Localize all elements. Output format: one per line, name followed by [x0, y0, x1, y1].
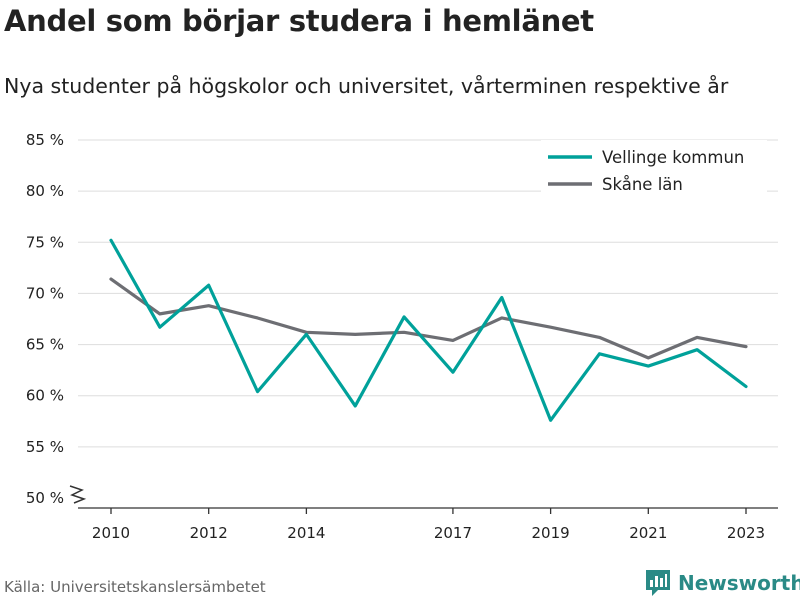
x-tick-label-2021: 2021: [629, 524, 667, 542]
brand-name: Newsworthy: [678, 571, 800, 595]
x-tick-label-2017: 2017: [434, 524, 472, 542]
x-tick-label-2014: 2014: [287, 524, 325, 542]
y-tick-label-75: 75 %: [26, 233, 64, 251]
series-line-0: [109, 238, 748, 422]
series-lines: [109, 238, 748, 422]
source-note: Källa: Universitetskanslersämbetet: [4, 578, 266, 596]
x-tick-label-2019: 2019: [532, 524, 570, 542]
y-tick-label-60: 60 %: [26, 387, 64, 405]
x-tick-label-2023: 2023: [727, 524, 765, 542]
newsworthy-logo-icon: [646, 570, 670, 596]
x-tick-label-2012: 2012: [190, 524, 228, 542]
brand-logo: Newsworthy: [644, 568, 800, 598]
legend-label-0: Vellinge kommun: [602, 148, 744, 167]
y-tick-label-80: 80 %: [26, 182, 64, 200]
chart-title: Andel som börjar studera i hemlänet: [4, 4, 594, 38]
y-axis: 50 % 55 % 60 % 65 % 70 % 75 % 80 % 85 %: [26, 131, 778, 509]
chart-subtitle: Nya studenter på högskolor och universit…: [4, 74, 729, 98]
x-tick-label-2010: 2010: [92, 524, 130, 542]
y-tick-label-85: 85 %: [26, 131, 64, 149]
legend-label-1: Skåne län: [602, 175, 683, 194]
y-tick-label-70: 70 %: [26, 284, 64, 302]
y-tick-label-55: 55 %: [26, 438, 64, 456]
series-line-1: [109, 277, 748, 360]
legend: Vellinge kommun Skåne län: [541, 140, 767, 194]
y-tick-label-65: 65 %: [26, 336, 64, 354]
y-tick-label-50: 50 %: [26, 489, 64, 507]
x-axis: 2010 2012 2014 2017 2019 2021 2023: [92, 508, 765, 542]
axis-break-icon: [69, 485, 87, 504]
